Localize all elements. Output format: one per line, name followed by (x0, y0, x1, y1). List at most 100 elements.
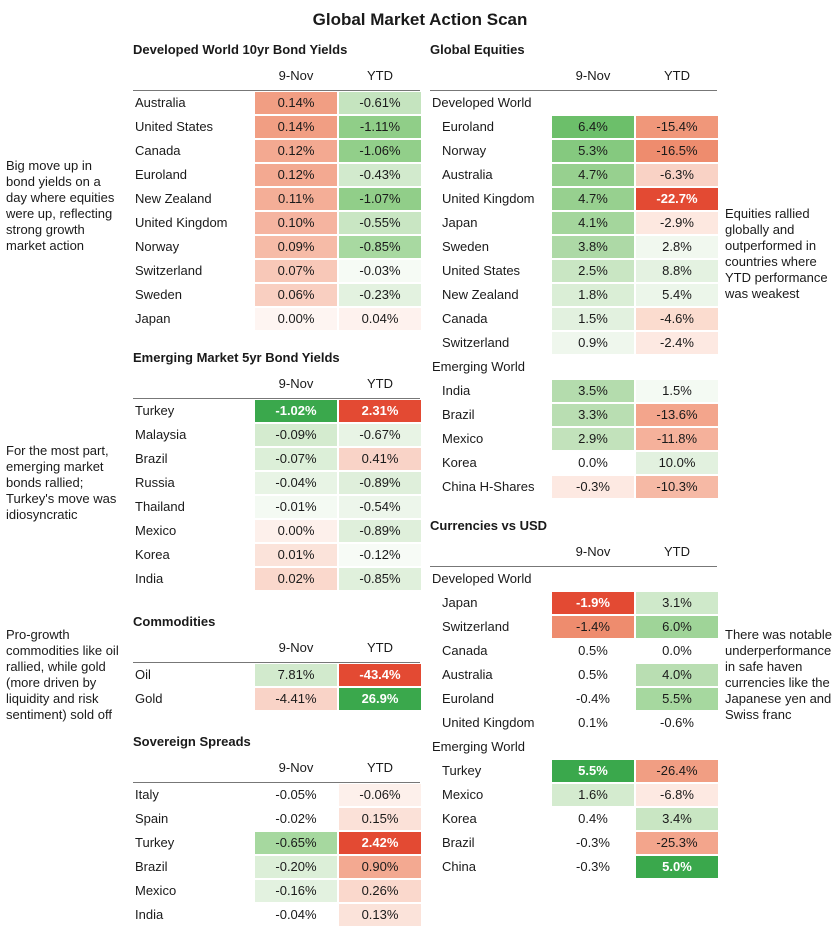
row-label: Russia (135, 475, 175, 490)
column-header-9-nov: 9-Nov (575, 68, 611, 83)
cell-ytd: -2.4% (636, 332, 718, 354)
table-row: Switzerland 0.9% -2.4% (430, 331, 718, 355)
table-row: Euroland 6.4% -15.4% (430, 115, 718, 139)
column-header-9-nov: 9-Nov (575, 544, 611, 559)
cell-9-nov: -0.3% (552, 476, 634, 498)
cell-ytd: 26.9% (339, 688, 421, 710)
row-label: United Kingdom (135, 215, 228, 230)
row-label: Oil (135, 667, 151, 682)
column-header-9-nov: 9-Nov (278, 640, 314, 655)
section-title: Developed World 10yr Bond Yields (133, 42, 348, 57)
cell-ytd: 0.15% (339, 808, 421, 830)
table-row: Euroland -0.4% 5.5% (430, 687, 718, 711)
table-row: Mexico 1.6% -6.8% (430, 783, 718, 807)
cell-9-nov: 1.5% (552, 308, 634, 330)
row-label: United States (442, 263, 521, 278)
row-label: Brazil (135, 451, 168, 466)
row-label: New Zealand (135, 191, 212, 206)
cell-9-nov: 6.4% (552, 116, 634, 138)
cell-ytd: -4.6% (636, 308, 718, 330)
table-row: Norway 5.3% -16.5% (430, 139, 718, 163)
table-row: Russia -0.04% -0.89% (133, 471, 421, 495)
row-label: Korea (442, 811, 477, 826)
row-label: Turkey (442, 763, 482, 778)
column-header-row: 9-Nov YTD (133, 758, 420, 783)
table-row: Canada 0.12% -1.06% (133, 139, 421, 163)
row-label: India (442, 383, 471, 398)
cell-ytd: -0.55% (339, 212, 421, 234)
column-header-row: 9-Nov YTD (133, 374, 420, 399)
table-row: Brazil -0.07% 0.41% (133, 447, 421, 471)
cell-ytd: 10.0% (636, 452, 718, 474)
row-label: Brazil (442, 835, 475, 850)
row-label: Japan (442, 215, 478, 230)
cell-ytd: 0.41% (339, 448, 421, 470)
column-header-row: 9-Nov YTD (133, 66, 420, 91)
note-equities: Equities rallied globally and outperform… (725, 206, 828, 301)
cell-9-nov: 0.0% (552, 452, 634, 474)
cell-9-nov: -0.3% (552, 832, 634, 854)
cell-9-nov: 0.4% (552, 808, 634, 830)
cell-ytd: -1.06% (339, 140, 421, 162)
row-label: Sweden (442, 239, 489, 254)
table-row: Turkey -0.65% 2.42% (133, 831, 421, 855)
em-bonds-table: Emerging Market 5yr Bond Yields 9-Nov YTD T… (133, 348, 421, 591)
cell-ytd: -0.6% (636, 712, 718, 734)
table-row: India -0.04% 0.13% (133, 903, 421, 927)
group-label: Emerging World (430, 355, 717, 379)
cell-ytd: 5.0% (636, 856, 718, 878)
row-label: Turkey (135, 835, 175, 850)
row-label: China H-Shares (442, 479, 535, 494)
cell-9-nov: 0.01% (255, 544, 337, 566)
row-label: United States (135, 119, 214, 134)
cell-ytd: 0.90% (339, 856, 421, 878)
table-row: Korea 0.4% 3.4% (430, 807, 718, 831)
column-header-ytd: YTD (367, 68, 393, 83)
cell-9-nov: -1.02% (255, 400, 337, 422)
table-row: Mexico 2.9% -11.8% (430, 427, 718, 451)
cell-ytd: 0.04% (339, 308, 421, 330)
cell-ytd: -2.9% (636, 212, 718, 234)
cell-ytd: 8.8% (636, 260, 718, 282)
cell-9-nov: 4.1% (552, 212, 634, 234)
cell-ytd: -0.54% (339, 496, 421, 518)
column-header-9-nov: 9-Nov (278, 376, 314, 391)
row-label: Sweden (135, 287, 182, 302)
cell-9-nov: 0.06% (255, 284, 337, 306)
cell-9-nov: -0.20% (255, 856, 337, 878)
table-row: New Zealand 0.11% -1.07% (133, 187, 421, 211)
cell-9-nov: 0.14% (255, 116, 337, 138)
table-row: Korea 0.01% -0.12% (133, 543, 421, 567)
cell-ytd: 2.31% (339, 400, 421, 422)
cell-9-nov: 0.9% (552, 332, 634, 354)
group-name: Developed World (432, 95, 532, 110)
cell-ytd: -10.3% (636, 476, 718, 498)
cell-9-nov: -1.4% (552, 616, 634, 638)
table-row: Malaysia -0.09% -0.67% (133, 423, 421, 447)
row-label: Canada (135, 143, 181, 158)
cell-9-nov: -0.04% (255, 472, 337, 494)
cell-ytd: -6.3% (636, 164, 718, 186)
cell-ytd: -0.43% (339, 164, 421, 186)
row-label: Norway (442, 143, 487, 158)
row-label: Canada (442, 643, 488, 658)
cell-ytd: -0.85% (339, 236, 421, 258)
section-title: Sovereign Spreads (133, 734, 251, 749)
table-row: Canada 0.5% 0.0% (430, 639, 718, 663)
row-label: Euroland (135, 167, 188, 182)
row-label: Japan (135, 311, 171, 326)
cell-9-nov: -4.41% (255, 688, 337, 710)
row-label: Mexico (442, 431, 484, 446)
table-row: Sweden 0.06% -0.23% (133, 283, 421, 307)
table-row: Australia 4.7% -6.3% (430, 163, 718, 187)
cell-9-nov: -0.3% (552, 856, 634, 878)
column-header-ytd: YTD (367, 376, 393, 391)
cell-9-nov: -0.65% (255, 832, 337, 854)
row-label: Italy (135, 787, 159, 802)
cell-ytd: -0.85% (339, 568, 421, 590)
cell-ytd: -43.4% (339, 664, 421, 686)
table-row: Brazil -0.20% 0.90% (133, 855, 421, 879)
column-header-9-nov: 9-Nov (278, 760, 314, 775)
column-header-ytd: YTD (367, 640, 393, 655)
row-label: Brazil (442, 407, 475, 422)
